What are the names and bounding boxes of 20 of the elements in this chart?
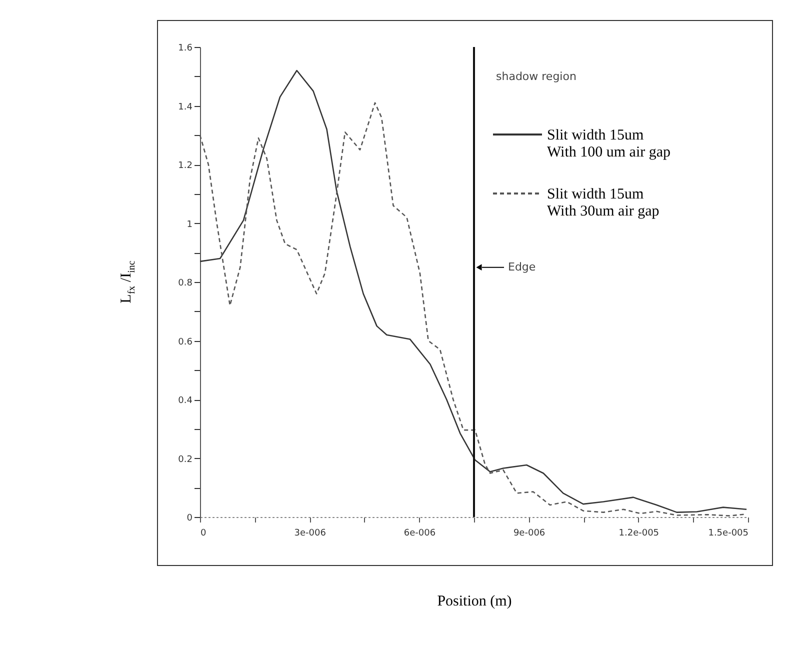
y-tick-label: 0: [186, 514, 193, 524]
y-tick-label: 0.6: [178, 337, 193, 348]
annotation: Edge: [508, 260, 536, 274]
y-tick-label: 1.4: [178, 102, 193, 112]
legend-label: Slit width 15um With 100 um air gap: [547, 128, 671, 160]
y-tick-label: 0.4: [178, 396, 193, 406]
x-axis-title: Position (m): [437, 594, 512, 610]
y-tick-label: 1: [186, 220, 192, 230]
y-tick-label: 0.8: [178, 278, 193, 288]
x-tick-label: 1.5e-005: [708, 528, 748, 538]
y-tick-label: 1.2: [178, 161, 192, 171]
x-tick-label: 6e-006: [404, 528, 436, 538]
x-tick-label: 1.2e-005: [618, 528, 660, 538]
legend-label: Slit width 15um With 30um air gap: [547, 186, 660, 220]
y-tick-label: 1.6: [178, 44, 193, 54]
x-tick-label: 0: [200, 528, 206, 538]
x-tick-label: 3e-006: [294, 528, 326, 538]
y-tick-label: 0.2: [178, 454, 192, 465]
annotation: shadow region: [496, 70, 576, 83]
x-tick-label: 9e-006: [513, 528, 546, 538]
